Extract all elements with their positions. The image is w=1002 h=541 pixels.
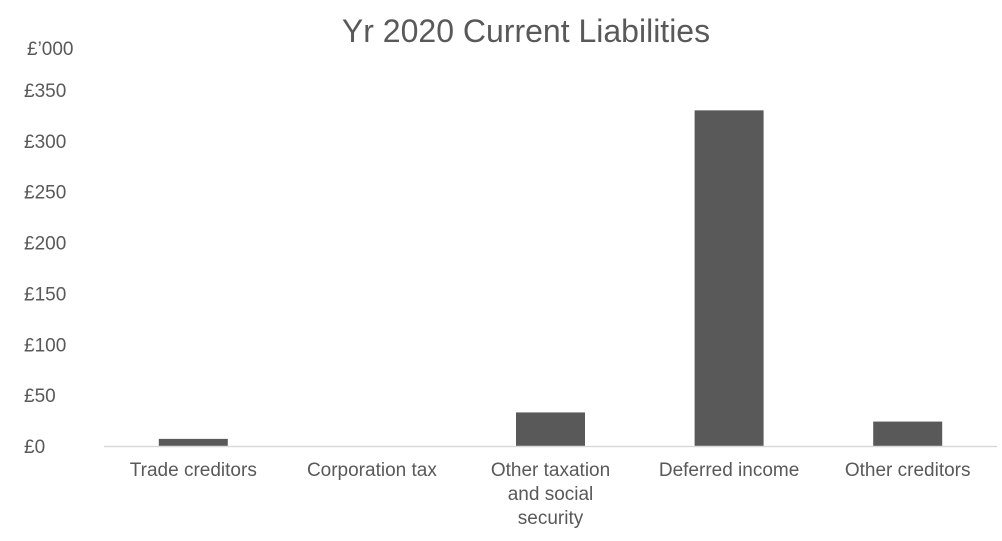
y-axis-ticks: £0 £50 £100 £150 £200 £250 £300 £350 xyxy=(24,81,66,458)
y-unit-label: £’000 xyxy=(27,39,74,60)
y-tick-label: £200 xyxy=(24,234,66,255)
bar xyxy=(694,110,764,446)
bar xyxy=(516,412,585,446)
x-category-label: Trade creditors xyxy=(130,460,257,481)
y-tick-label: £100 xyxy=(24,335,66,356)
y-tick-label: £350 xyxy=(24,81,66,102)
y-tick-label: £250 xyxy=(24,183,66,204)
bar xyxy=(158,438,228,446)
bars xyxy=(158,110,943,446)
y-tick-label: £150 xyxy=(24,284,66,305)
y-tick-label: £50 xyxy=(24,386,56,407)
y-tick-label: £300 xyxy=(24,132,66,153)
x-category-label: Other taxation and social security xyxy=(491,460,610,529)
x-category-label: Deferred income xyxy=(659,460,799,481)
chart-title: Yr 2020 Current Liabilities xyxy=(342,13,710,49)
x-category-label: Corporation tax xyxy=(307,460,437,481)
bar xyxy=(873,421,943,446)
y-tick-label: £0 xyxy=(24,437,45,458)
x-axis-labels: Trade creditors Corporation tax Other taxa… xyxy=(130,460,971,529)
x-category-label: Other creditors xyxy=(845,460,971,481)
